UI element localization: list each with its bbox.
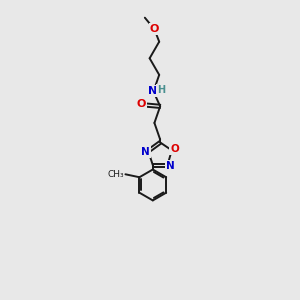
Text: CH₃: CH₃ [107,170,124,179]
Text: H: H [157,85,165,95]
Text: N: N [166,161,175,171]
Text: N: N [148,86,157,96]
Text: O: O [150,24,159,34]
Text: O: O [136,99,146,109]
Text: O: O [170,144,179,154]
Text: N: N [141,147,150,157]
